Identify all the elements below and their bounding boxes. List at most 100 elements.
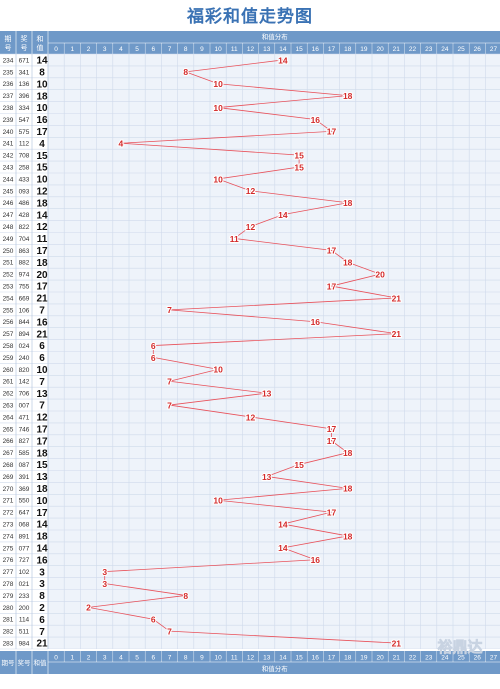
row-draw: 396 <box>19 93 30 100</box>
row-draw: 486 <box>19 200 30 207</box>
row-draw: 827 <box>19 438 30 445</box>
header-issue-label: 号 <box>5 44 12 52</box>
row-issue: 266 <box>3 438 14 445</box>
row-draw: 727 <box>19 557 30 564</box>
row-issue: 251 <box>3 260 14 267</box>
row-sum: 18 <box>36 91 48 102</box>
x-tick-label: 15 <box>295 46 303 53</box>
sum-point-label: 17 <box>327 424 337 434</box>
row-sum: 6 <box>39 615 45 626</box>
x-tick-label: 16 <box>312 46 320 53</box>
row-issue: 240 <box>3 129 14 136</box>
footer-x-tick-label: 0 <box>54 655 58 662</box>
row-issue: 277 <box>3 569 14 576</box>
row-issue: 235 <box>3 69 14 76</box>
footer-x-tick-label: 11 <box>231 655 238 662</box>
x-tick-label: 10 <box>214 46 222 53</box>
footer-x-tick-label: 1 <box>70 655 74 662</box>
row-draw: 471 <box>19 414 30 421</box>
row-issue: 283 <box>3 640 14 647</box>
footer-x-tick-label: 27 <box>490 655 498 662</box>
footer-draw-label: 奖号 <box>18 658 32 667</box>
row-issue: 273 <box>3 521 14 528</box>
footer-band <box>0 651 500 674</box>
row-sum: 8 <box>39 591 45 602</box>
row-sum: 16 <box>36 115 48 126</box>
sum-point-label: 21 <box>392 329 402 339</box>
x-tick-label: 27 <box>490 46 498 53</box>
row-draw: 093 <box>19 188 30 195</box>
row-issue: 279 <box>3 593 14 600</box>
row-issue: 253 <box>3 283 14 290</box>
row-sum: 20 <box>36 270 48 281</box>
footer-x-tick-label: 8 <box>184 655 188 662</box>
row-sum: 17 <box>36 246 48 257</box>
row-draw: 068 <box>19 521 30 528</box>
row-sum: 16 <box>36 555 48 566</box>
chart-title: 福彩和值走势图 <box>187 7 313 26</box>
row-sum: 21 <box>36 294 48 305</box>
x-tick-label: 14 <box>279 46 287 53</box>
row-sum: 15 <box>36 151 48 162</box>
row-sum: 16 <box>36 317 48 328</box>
footer-x-tick-label: 18 <box>344 655 352 662</box>
row-issue: 238 <box>3 105 14 112</box>
row-draw: 334 <box>19 105 30 112</box>
row-issue: 256 <box>3 319 14 326</box>
sum-point-label: 7 <box>167 626 172 636</box>
row-issue: 252 <box>3 272 14 279</box>
sum-point-label: 6 <box>151 353 156 363</box>
row-draw: 007 <box>19 402 30 409</box>
row-issue: 271 <box>3 498 14 505</box>
row-sum: 10 <box>36 175 48 186</box>
row-draw: 550 <box>19 498 30 505</box>
footer-x-tick-label: 9 <box>200 655 204 662</box>
row-sum: 11 <box>37 234 48 245</box>
row-sum: 7 <box>39 401 45 412</box>
header-distribution-label: 和值分布 <box>262 32 289 41</box>
row-issue: 249 <box>3 236 14 243</box>
footer-distribution-label: 和值分布 <box>262 664 289 673</box>
header-sum-label: 和 <box>37 34 44 43</box>
row-draw: 863 <box>19 248 30 255</box>
row-sum: 13 <box>36 472 48 483</box>
row-sum: 14 <box>36 520 48 531</box>
row-draw: 746 <box>19 426 30 433</box>
row-sum: 7 <box>39 305 45 316</box>
sum-point-label: 15 <box>294 150 304 160</box>
sum-point-label: 8 <box>183 591 188 601</box>
row-issue: 272 <box>3 510 14 517</box>
row-sum: 21 <box>36 329 48 340</box>
x-tick-label: 8 <box>184 46 188 53</box>
row-draw: 077 <box>19 545 30 552</box>
sum-point-label: 21 <box>392 638 402 648</box>
footer-x-tick-label: 21 <box>393 655 401 662</box>
row-draw: 704 <box>19 236 30 243</box>
header-band <box>0 31 500 54</box>
row-draw: 547 <box>19 117 30 124</box>
row-draw: 647 <box>19 510 30 517</box>
row-sum: 18 <box>36 448 48 459</box>
sum-point-label: 17 <box>327 246 337 256</box>
sum-point-label: 13 <box>262 472 272 482</box>
footer-x-tick-label: 24 <box>441 655 449 662</box>
footer-x-tick-label: 7 <box>168 655 172 662</box>
row-draw: 106 <box>19 307 30 314</box>
sum-point-label: 3 <box>102 567 107 577</box>
row-sum: 21 <box>36 639 48 650</box>
row-issue: 268 <box>3 462 14 469</box>
row-issue: 258 <box>3 343 14 350</box>
sum-point-label: 6 <box>151 341 156 351</box>
sum-point-label: 14 <box>278 55 288 65</box>
x-tick-label: 7 <box>168 46 172 53</box>
footer-x-tick-label: 10 <box>214 655 222 662</box>
row-sum: 18 <box>36 532 48 543</box>
row-issue: 262 <box>3 391 14 398</box>
x-tick-label: 26 <box>474 46 482 53</box>
x-tick-label: 21 <box>393 46 401 53</box>
sum-point-label: 15 <box>294 162 304 172</box>
footer-x-tick-label: 14 <box>279 655 287 662</box>
row-issue: 261 <box>3 379 14 386</box>
sum-point-label: 10 <box>213 174 223 184</box>
